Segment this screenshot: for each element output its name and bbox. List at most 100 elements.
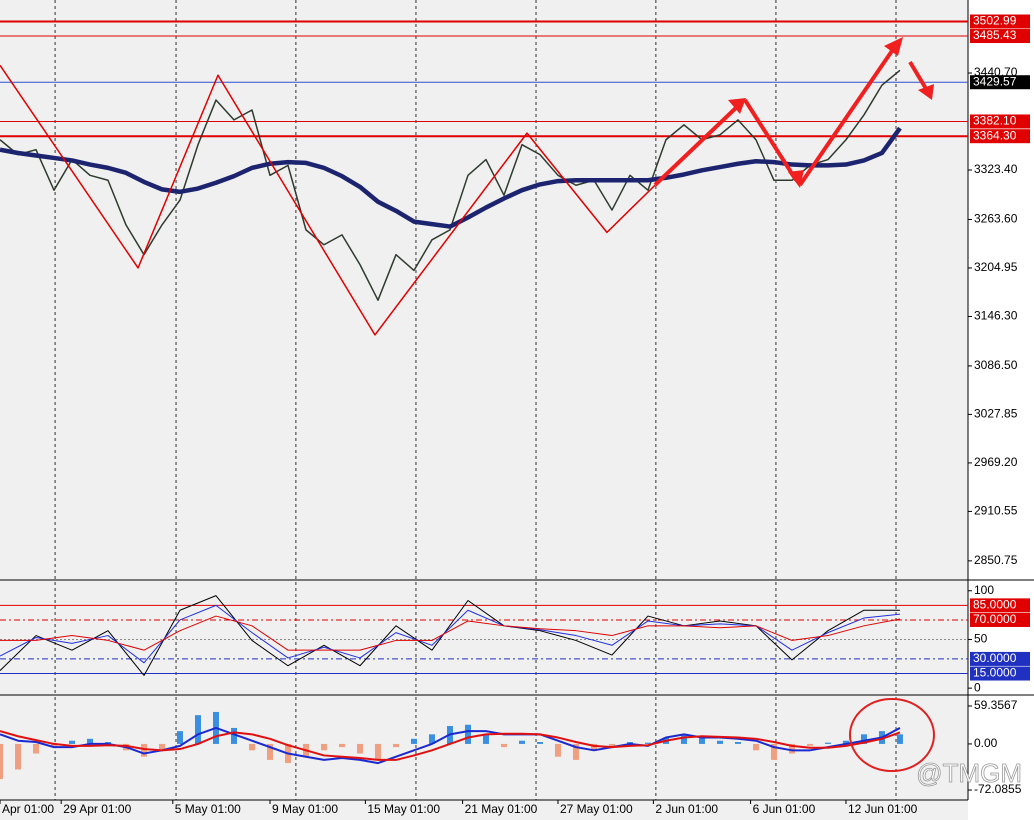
x-tick-label: 29 Apr 01:00 bbox=[63, 802, 131, 816]
y-tick-label: 3204.95 bbox=[974, 260, 1018, 274]
histogram-bar bbox=[374, 743, 381, 760]
histogram-bar bbox=[572, 743, 579, 760]
highlight-circle bbox=[849, 698, 935, 772]
histogram-bar bbox=[752, 743, 759, 751]
level-label: 70.0000 bbox=[973, 612, 1017, 626]
histogram-bar bbox=[176, 731, 183, 744]
level-label-box bbox=[970, 114, 1030, 129]
arrowhead bbox=[884, 37, 903, 56]
x-tick-label: Apr 01:00 bbox=[2, 802, 54, 816]
arrows bbox=[653, 37, 934, 188]
level-label-box bbox=[970, 612, 1030, 627]
histogram-bar bbox=[698, 737, 705, 744]
histogram-bar bbox=[338, 743, 345, 748]
histogram-bar bbox=[158, 743, 165, 751]
level-label: 30.0000 bbox=[973, 651, 1017, 665]
series-line bbox=[0, 64, 656, 336]
histogram-bar bbox=[248, 743, 255, 751]
histogram-bar bbox=[428, 734, 435, 744]
histogram-bar bbox=[194, 715, 201, 744]
histogram-bar bbox=[50, 743, 57, 748]
arrow bbox=[908, 60, 930, 94]
x-tick-label: 27 May 01:00 bbox=[560, 802, 633, 816]
arrow bbox=[743, 98, 798, 182]
x-tick-label: 2 Jun 01:00 bbox=[655, 802, 718, 816]
arrowhead bbox=[918, 84, 934, 100]
histogram-bar bbox=[860, 734, 867, 744]
histogram-bar bbox=[68, 740, 75, 744]
series-line bbox=[0, 615, 901, 651]
histogram-bar bbox=[140, 743, 147, 757]
histogram-bar bbox=[554, 743, 561, 757]
plot-background bbox=[0, 0, 968, 820]
histogram-bar bbox=[536, 742, 543, 744]
level-label-box bbox=[970, 598, 1030, 613]
y-tick-label: 3086.50 bbox=[974, 358, 1018, 372]
y-tick-label: 3027.85 bbox=[974, 407, 1018, 421]
y-tick-label: 3323.40 bbox=[974, 162, 1018, 176]
arrow bbox=[653, 102, 742, 187]
level-label-box bbox=[970, 129, 1030, 144]
level-label-box bbox=[970, 14, 1030, 29]
y-tick-label: 2969.20 bbox=[974, 455, 1018, 469]
histogram-bar bbox=[410, 738, 417, 744]
y-tick-label: 50 bbox=[974, 632, 988, 646]
level-label-box bbox=[970, 75, 1030, 90]
series-line bbox=[0, 126, 902, 229]
histogram-bar bbox=[32, 743, 39, 754]
series-line bbox=[0, 604, 901, 664]
y-tick-label: 0.00 bbox=[974, 736, 998, 750]
histogram-bar bbox=[0, 743, 3, 780]
y-tick-label: 3146.30 bbox=[974, 309, 1018, 323]
histogram-bar bbox=[392, 743, 399, 748]
y-tick-label: 59.3567 bbox=[974, 698, 1018, 712]
arrow bbox=[798, 43, 898, 187]
x-tick-label: 15 May 01:00 bbox=[367, 802, 440, 816]
histogram-bar bbox=[608, 743, 615, 748]
series-line bbox=[0, 726, 901, 765]
level-label: 3485.43 bbox=[973, 28, 1017, 42]
x-tick-label: 5 May 01:00 bbox=[175, 802, 241, 816]
histogram-bar bbox=[266, 743, 273, 760]
level-label: 3502.99 bbox=[973, 14, 1017, 28]
x-tick-label: 12 Jun 01:00 bbox=[848, 802, 918, 816]
histogram-bar bbox=[464, 724, 471, 744]
histogram-bar bbox=[230, 727, 237, 744]
level-label: 85.0000 bbox=[973, 598, 1017, 612]
histogram-bar bbox=[716, 740, 723, 744]
level-label-box bbox=[970, 651, 1030, 666]
x-tick-label: 9 May 01:00 bbox=[272, 802, 338, 816]
histogram-bar bbox=[500, 743, 507, 748]
level-label-box bbox=[970, 666, 1030, 681]
arrowhead bbox=[728, 98, 746, 114]
histogram-bar bbox=[896, 734, 903, 744]
level-label: 3429.57 bbox=[973, 74, 1017, 88]
histogram-bar bbox=[680, 734, 687, 744]
histogram-bar bbox=[770, 743, 777, 760]
y-tick-label: 0 bbox=[974, 680, 981, 694]
histogram-bar bbox=[806, 743, 813, 746]
histogram-bar bbox=[518, 740, 525, 744]
level-label-box bbox=[970, 29, 1030, 44]
y-tick-label: 100 bbox=[974, 583, 994, 597]
histogram-bar bbox=[590, 743, 597, 751]
x-tick-label: 21 May 01:00 bbox=[465, 802, 538, 816]
histogram-bar bbox=[320, 743, 327, 751]
histogram-bar bbox=[842, 740, 849, 744]
histogram-bar bbox=[734, 742, 741, 744]
y-tick-label: 2910.55 bbox=[974, 504, 1018, 518]
histogram-bar bbox=[356, 743, 363, 754]
histogram-bar bbox=[824, 742, 831, 744]
level-label: 15.0000 bbox=[973, 666, 1017, 680]
x-tick-label: 6 Jun 01:00 bbox=[753, 802, 816, 816]
y-tick-label: 2850.75 bbox=[974, 553, 1018, 567]
histogram-bar bbox=[788, 743, 795, 754]
histogram-bar bbox=[86, 738, 93, 744]
series-line bbox=[0, 730, 901, 761]
y-tick-label: -72.0855 bbox=[974, 782, 1022, 796]
series-line bbox=[0, 69, 901, 301]
histogram-bar bbox=[482, 734, 489, 744]
histogram-bar bbox=[14, 743, 21, 770]
watermark: @TMGM bbox=[916, 758, 1022, 788]
